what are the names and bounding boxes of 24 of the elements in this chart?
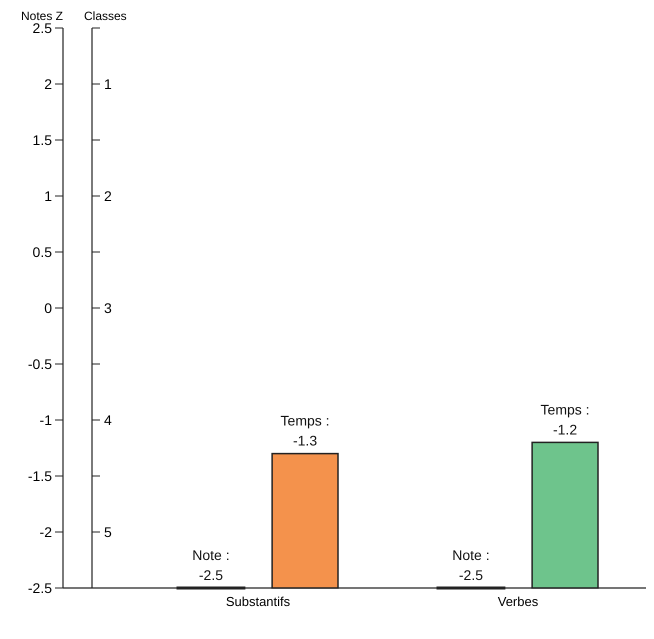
y2-tick-label: 3 [104,300,112,316]
y-tick-label: -1.5 [28,468,52,484]
y-tick-label: -2 [40,524,52,540]
y-tick-label: -0.5 [28,356,52,372]
x-tick-label: Substantifs [226,594,291,609]
y-tick-label: 0.5 [32,244,52,260]
data-label: Note : -2.5 [452,547,490,583]
y2-tick-label: 4 [104,412,112,428]
y-tick-label: 1.5 [32,132,52,148]
x-tick-label: Verbes [498,594,539,609]
data-label: Note : -2.5 [192,547,230,583]
y-tick-label: -2.5 [28,580,52,596]
y-tick-label: 1 [44,188,52,204]
y2-axis-title: Classes [84,9,127,23]
y2-tick-label: 1 [104,76,112,92]
y2-tick-label: 5 [104,524,112,540]
y-tick-label: 0 [44,300,52,316]
y-tick-label: 2 [44,76,52,92]
data-label: Temps : -1.3 [280,412,330,449]
y-tick-label: -1 [40,412,52,428]
y-axis-title: Notes Z [20,9,63,23]
data-label: Temps : -1.2 [540,401,590,438]
y2-tick-label: 2 [104,188,112,204]
y-tick-label: 2.5 [32,20,52,36]
